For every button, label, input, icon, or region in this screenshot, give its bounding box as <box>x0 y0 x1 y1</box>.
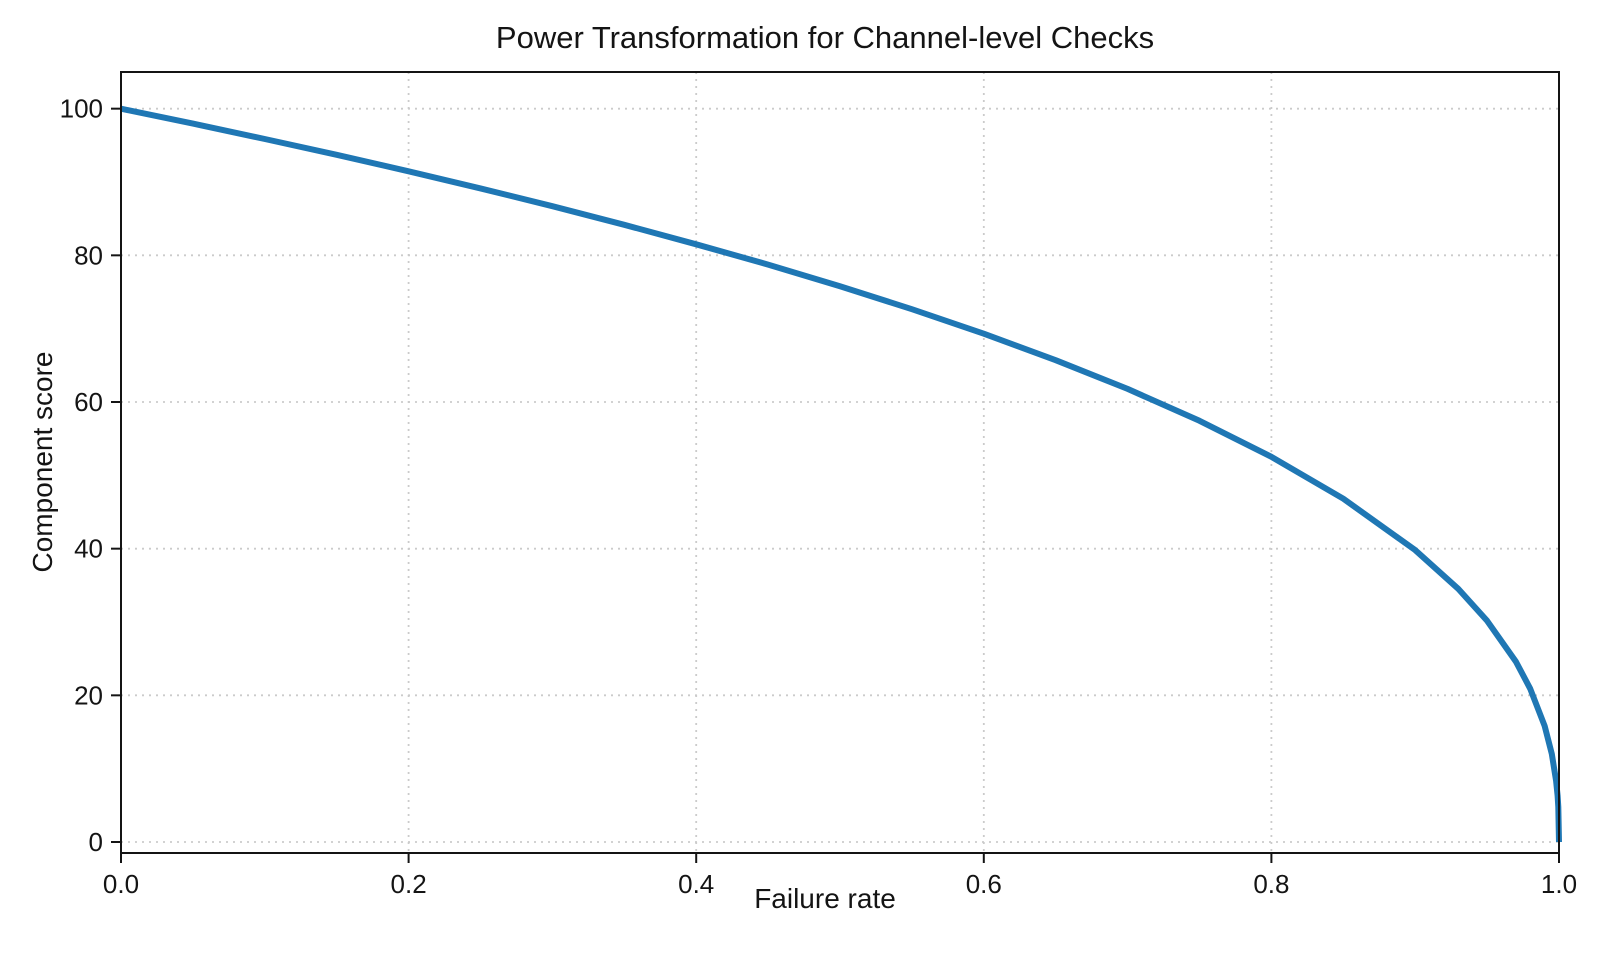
x-tick-label: 0.8 <box>1253 869 1289 899</box>
x-tick-label: 1.0 <box>1541 869 1577 899</box>
y-axis-label: Component score <box>27 351 58 572</box>
y-tick-label: 20 <box>74 680 103 710</box>
axis-layer: 0.0 0.2 0.4 0.6 0.8 1.0 0 20 40 60 80 100 <box>60 94 1577 899</box>
y-tick-label: 80 <box>74 240 103 270</box>
x-tick-label: 0.0 <box>103 869 139 899</box>
chart-title: Power Transformation for Channel-level C… <box>496 20 1154 55</box>
grid-layer <box>120 72 1560 853</box>
x-tick-label: 0.4 <box>678 869 714 899</box>
x-axis-label: Failure rate <box>754 883 896 914</box>
x-tick-label: 0.6 <box>966 869 1002 899</box>
y-tick-label: 0 <box>89 827 103 857</box>
y-tick-label: 60 <box>74 387 103 417</box>
plot-border <box>120 71 1560 854</box>
curve-layer <box>120 105 1562 843</box>
y-tick-label: 100 <box>60 94 103 124</box>
score-curve-line <box>120 105 1562 843</box>
y-tick-label: 40 <box>74 534 103 564</box>
x-tick-label: 0.2 <box>391 869 427 899</box>
